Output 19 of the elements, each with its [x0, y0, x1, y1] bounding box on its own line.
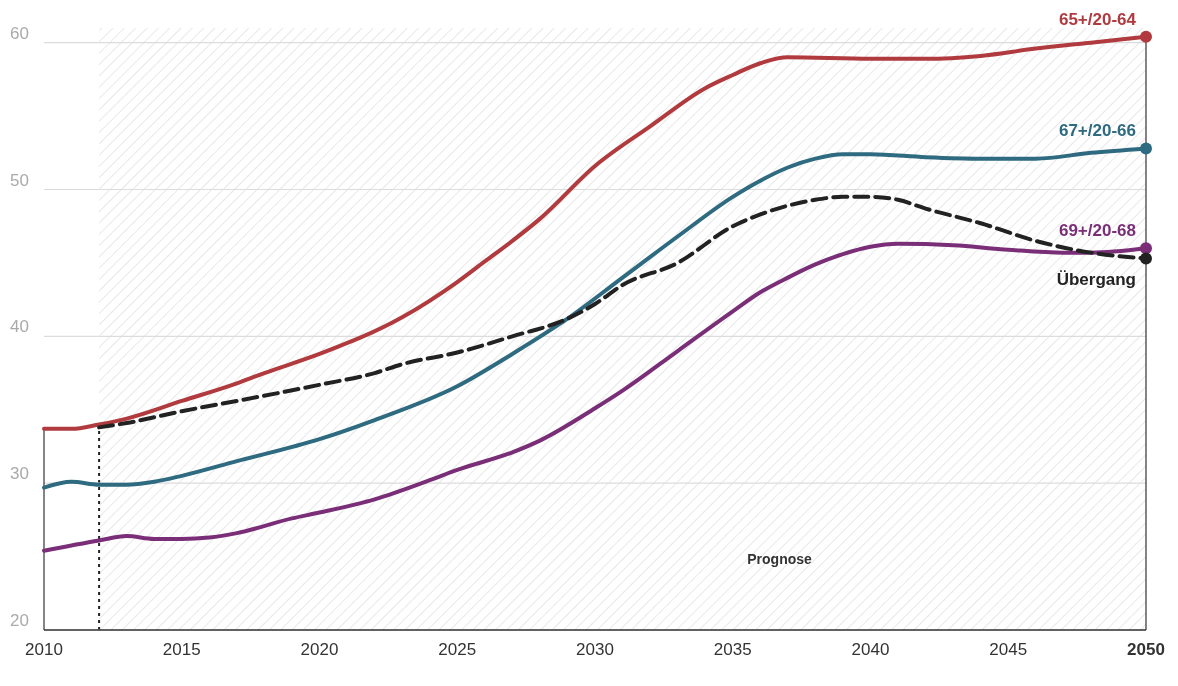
x-tick-label: 2040	[851, 640, 890, 659]
y-tick-label: 20	[10, 611, 29, 630]
x-tick-label: 2015	[162, 640, 201, 659]
series-label: 67+/20-66	[1058, 121, 1136, 141]
series-label: Übergang	[1056, 269, 1136, 289]
y-tick-label: 50	[10, 170, 29, 190]
series-label: 65+/20-64	[1058, 9, 1137, 29]
band-label: Prognose	[747, 551, 813, 567]
x-tick-label: 2010	[25, 640, 63, 659]
y-tick-label: 60	[10, 23, 29, 43]
y-tick-label: 40	[10, 317, 29, 337]
x-tick-label: 2020	[300, 640, 339, 659]
x-tick-label: 2050	[1127, 640, 1165, 659]
x-tick-label: 2045	[989, 640, 1028, 659]
x-tick-label: 2030	[576, 640, 614, 659]
y-tick-label: 30	[10, 464, 29, 484]
x-tick-label: 2025	[438, 640, 477, 659]
x-tick-label: 2035	[713, 640, 752, 659]
series-label: 69+/20-68	[1058, 221, 1136, 241]
